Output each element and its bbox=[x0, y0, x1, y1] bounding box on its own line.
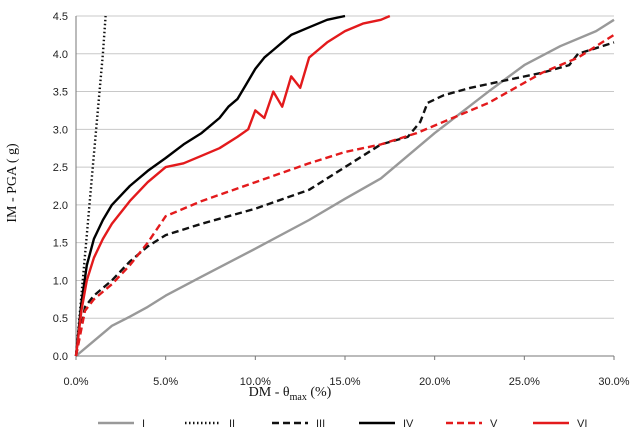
axes bbox=[75, 16, 615, 360]
y-tick-label-6: 3.0 bbox=[53, 124, 68, 136]
x-tick-label-2: 10.0% bbox=[240, 376, 271, 388]
series-line-VI bbox=[74, 14, 391, 357]
series-line-IV bbox=[74, 14, 346, 357]
x-tick-label-5: 25.0% bbox=[509, 376, 540, 388]
x-tick-labels: 0.0% 5.0% 10.0% 15.0% 20.0% 25.0% 30.0% bbox=[63, 376, 629, 388]
legend-label-III: III bbox=[316, 418, 325, 430]
y-tick-label-9: 4.5 bbox=[53, 11, 68, 23]
legend-label-VI: VI bbox=[577, 418, 587, 430]
y-tick-label-7: 3.5 bbox=[53, 87, 68, 99]
x-axis-label-main: DM - θ bbox=[249, 385, 290, 400]
x-axis-label: DM - θmax (%) bbox=[249, 385, 332, 403]
y-axis-label: IM - PGA ( g) bbox=[5, 143, 20, 223]
y-tick-labels: 0.0 0.5 1.0 1.5 2.0 2.5 3.0 3.5 4.0 4.5 bbox=[53, 11, 68, 363]
x-tick-label-4: 20.0% bbox=[419, 376, 450, 388]
y-tick-label-0: 0.0 bbox=[53, 351, 68, 363]
legend-label-V: V bbox=[490, 418, 498, 430]
x-axis-label-sub: max bbox=[290, 392, 307, 403]
x-tick-label-6: 30.0% bbox=[598, 376, 629, 388]
legend-label-II: II bbox=[229, 418, 235, 430]
series-line-V bbox=[74, 33, 615, 357]
y-tick-label-3: 1.5 bbox=[53, 238, 68, 250]
y-tick-label-8: 4.0 bbox=[53, 49, 68, 61]
series-line-I bbox=[75, 18, 615, 357]
legend: I II III IV V VI bbox=[98, 418, 587, 430]
series-line-III bbox=[74, 41, 615, 357]
y-tick-label-5: 2.5 bbox=[53, 162, 68, 174]
legend-label-I: I bbox=[142, 418, 145, 430]
x-tick-label-0: 0.0% bbox=[63, 376, 88, 388]
x-tick-label-1: 5.0% bbox=[153, 376, 178, 388]
legend-label-IV: IV bbox=[403, 418, 414, 430]
x-tick-label-3: 15.0% bbox=[329, 376, 360, 388]
x-axis-label-tail: (%) bbox=[307, 385, 332, 400]
y-tick-label-2: 1.0 bbox=[53, 275, 68, 287]
y-tick-label-1: 0.5 bbox=[53, 313, 68, 325]
y-tick-label-4: 2.0 bbox=[53, 200, 68, 212]
series-lines bbox=[74, 14, 615, 357]
